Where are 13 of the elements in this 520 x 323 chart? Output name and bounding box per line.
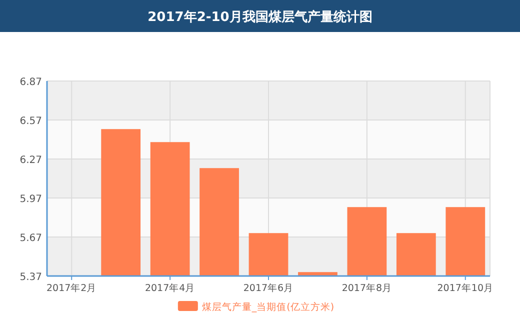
y-tick-label: 6.57 — [20, 116, 42, 127]
x-tick-label: 2017年6月 — [243, 282, 294, 294]
x-tick-label: 2017年10月 — [437, 282, 494, 294]
x-tick-label: 2017年8月 — [342, 282, 392, 294]
y-tick-label: 5.37 — [20, 272, 42, 283]
y-tick-label: 5.67 — [20, 233, 42, 244]
chart-title: 2017年2-10月我国煤层气产量统计图 — [148, 9, 372, 25]
y-tick-label: 5.97 — [20, 194, 42, 205]
y-tick-label: 6.27 — [20, 155, 42, 166]
legend-label: 煤层气产量_当期值(亿立方米) — [202, 301, 334, 313]
x-tick-label: 2017年4月 — [144, 282, 196, 294]
x-tick-label: 2017年2月 — [46, 282, 97, 294]
y-tick-label: 6.87 — [20, 77, 42, 88]
